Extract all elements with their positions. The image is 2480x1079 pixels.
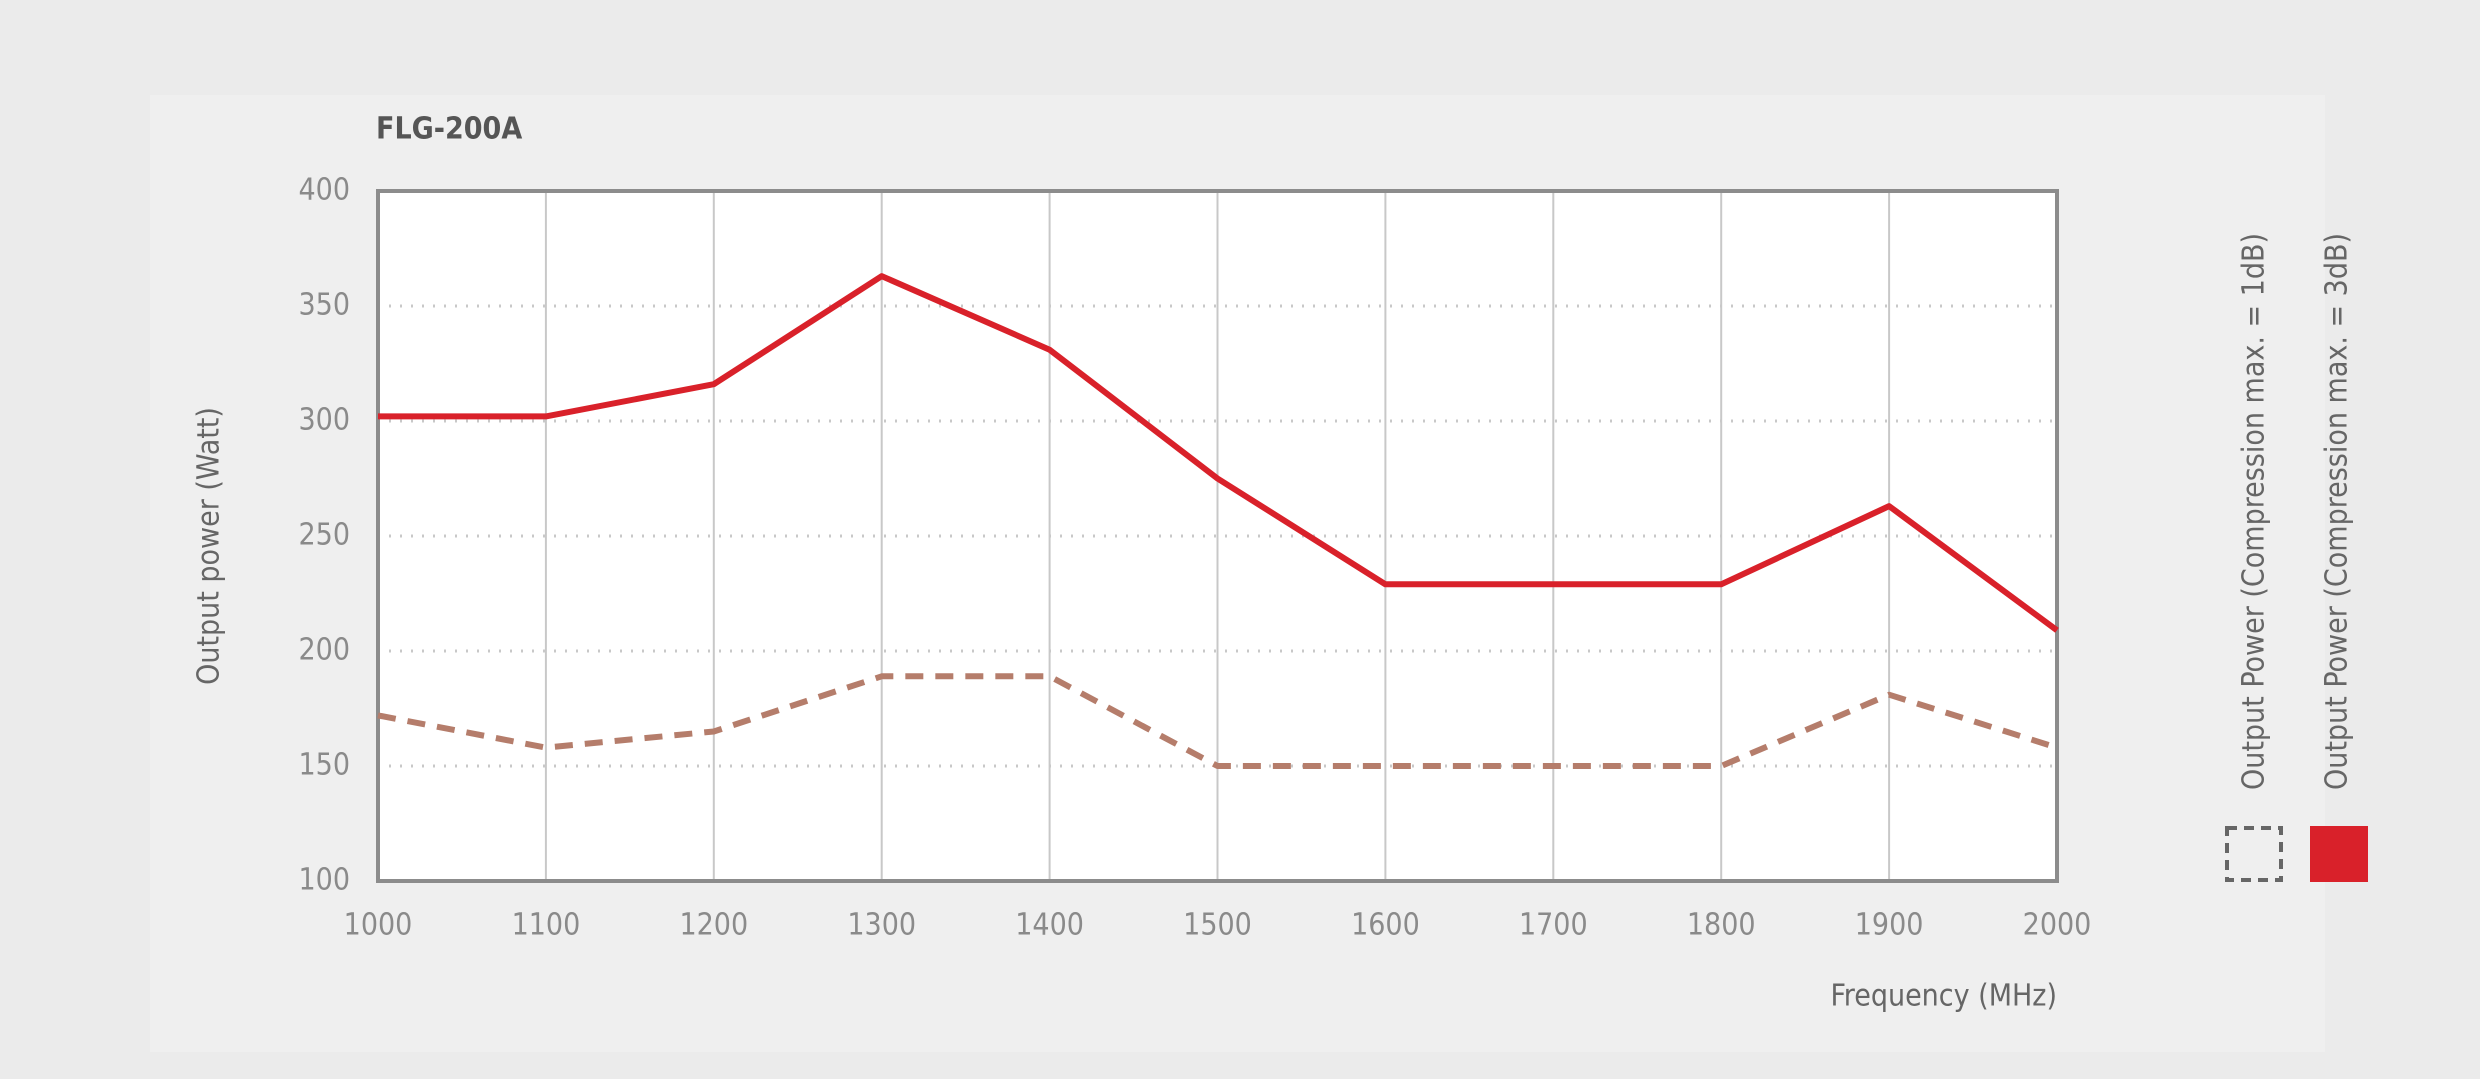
y-tick-label: 400 (298, 173, 350, 208)
x-tick-label: 1900 (1855, 908, 1924, 943)
x-tick-label: 2000 (2023, 908, 2092, 943)
chart-title: FLG-200A (376, 112, 522, 147)
legend-label: Output Power (Compression max. = 1dB) (2237, 233, 2272, 790)
legend-swatch (2225, 826, 2283, 882)
x-tick-label: 1100 (512, 908, 581, 943)
x-tick-label: 1200 (679, 908, 748, 943)
y-tick-label: 150 (298, 748, 350, 783)
plot-frame (376, 189, 2059, 883)
y-axis-label: Output power (Watt) (192, 407, 227, 685)
y-tick-label: 100 (298, 863, 350, 898)
x-tick-label: 1700 (1519, 908, 1588, 943)
x-tick-label: 1400 (1015, 908, 1084, 943)
y-tick-label: 350 (298, 288, 350, 323)
x-tick-label: 1300 (847, 908, 916, 943)
series-line (378, 273, 2059, 633)
y-tick-label: 250 (298, 518, 350, 553)
x-tick-label: 1800 (1687, 908, 1756, 943)
x-tick-label: 1000 (344, 908, 413, 943)
x-tick-label: 1600 (1351, 908, 1420, 943)
x-tick-label: 1500 (1183, 908, 1252, 943)
series-line (377, 673, 2058, 769)
y-tick-label: 300 (298, 403, 350, 438)
y-tick-label: 200 (298, 633, 350, 668)
x-axis-label: Frequency (MHz) (1830, 979, 2057, 1014)
legend-label: Output Power (Compression max. = 3dB) (2320, 233, 2355, 790)
legend-swatch (2310, 826, 2368, 882)
